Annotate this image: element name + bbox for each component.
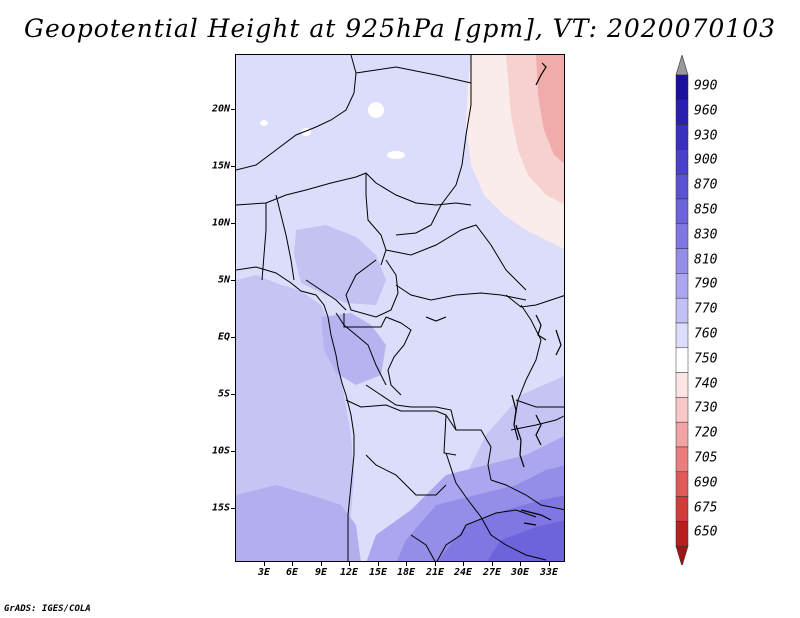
colorbar <box>675 55 689 565</box>
lon-tick <box>463 562 464 566</box>
colorbar-segment <box>675 99 689 125</box>
lat-label: 5S <box>217 388 230 400</box>
colorbar-label: 850 <box>694 202 718 218</box>
colorbar-label: 830 <box>694 227 718 243</box>
colorbar-label: 720 <box>694 425 718 441</box>
lon-tick <box>549 562 550 566</box>
coastline <box>236 266 355 561</box>
colorbar-segment <box>675 273 689 299</box>
lon-label: 33E <box>539 567 559 578</box>
lon-label: 21E <box>425 567 445 578</box>
colorbar-segment <box>675 124 689 150</box>
field-patch-nigeria <box>294 225 386 305</box>
field-white-pocket <box>387 151 405 159</box>
field-white-pocket <box>260 120 268 126</box>
colorbar-segment <box>675 372 689 398</box>
colorbar-label: 705 <box>694 450 718 466</box>
geopotential-field <box>236 55 564 561</box>
lat-tick <box>231 109 235 110</box>
colorbar-label: 760 <box>694 326 718 342</box>
colorbar-label: 740 <box>694 376 718 392</box>
lon-tick <box>292 562 293 566</box>
colorbar-segment <box>675 347 689 373</box>
lon-label: 3E <box>257 567 271 578</box>
lon-label: 24E <box>453 567 473 578</box>
colorbar-segment <box>675 471 689 497</box>
colorbar-label: 790 <box>694 276 718 292</box>
map-plot-area <box>235 54 565 562</box>
colorbar-label: 810 <box>694 252 718 268</box>
colorbar-label: 770 <box>694 301 718 317</box>
lon-label: 18E <box>396 567 416 578</box>
field-southeast-5 <box>487 520 564 561</box>
colorbar-segment <box>675 74 689 101</box>
lakes <box>425 314 562 526</box>
red-sea-coast <box>535 62 547 86</box>
field-ne-red <box>536 55 564 164</box>
lon-tick <box>492 562 493 566</box>
lon-label: 15E <box>368 567 388 578</box>
lat-tick <box>231 223 235 224</box>
colorbar-segment <box>675 173 689 200</box>
colorbar-label: 750 <box>694 351 718 367</box>
lon-tick <box>520 562 521 566</box>
software-credit: GrADS: IGES/COLA <box>4 604 91 614</box>
lon-label: 12E <box>339 567 359 578</box>
colorbar-segment <box>675 521 689 547</box>
colorbar-label: 930 <box>694 128 718 144</box>
lat-label: 5N <box>217 274 230 286</box>
map-title: Geopotential Height at 925hPa [gpm], VT:… <box>23 14 777 43</box>
colorbar-top-arrow <box>675 55 689 76</box>
lat-tick <box>231 508 235 509</box>
colorbar-label: 900 <box>694 152 718 168</box>
colorbar-label: 690 <box>694 475 718 491</box>
lat-label: 10S <box>211 445 230 457</box>
lat-label: 10N <box>211 217 230 229</box>
lat-label: 15N <box>211 160 230 172</box>
lat-tick <box>231 337 235 338</box>
lon-tick <box>435 562 436 566</box>
colorbar-segment <box>675 322 689 349</box>
colorbar-segment <box>675 223 689 249</box>
lat-label: 15S <box>211 502 230 514</box>
colorbar-label: 730 <box>694 400 718 416</box>
lon-label: 6E <box>285 567 299 578</box>
lon-label: 9E <box>314 567 328 578</box>
colorbar-label: 650 <box>694 524 718 540</box>
colorbar-label: 960 <box>694 103 718 119</box>
field-white-pocket <box>368 102 384 118</box>
lon-tick <box>406 562 407 566</box>
country-borders <box>236 55 564 561</box>
lon-tick <box>321 562 322 566</box>
colorbar-label: 675 <box>694 500 718 516</box>
colorbar-segment <box>675 149 689 175</box>
colorbar-label: 870 <box>694 177 718 193</box>
colorbar-bottom-arrow <box>675 545 689 565</box>
colorbar-segment <box>675 397 689 423</box>
lon-tick <box>378 562 379 566</box>
lat-label: 20N <box>211 103 230 115</box>
field-ocean-southwest <box>236 485 361 561</box>
lon-tick <box>264 562 265 566</box>
lat-tick <box>231 166 235 167</box>
colorbar-segment <box>675 446 689 473</box>
lat-tick <box>231 280 235 281</box>
lat-tick <box>231 451 235 452</box>
field-patch-gabon <box>321 313 386 385</box>
lon-tick <box>349 562 350 566</box>
lon-label: 27E <box>482 567 502 578</box>
lon-label: 30E <box>510 567 530 578</box>
colorbar-segment <box>675 496 689 522</box>
colorbar-segment <box>675 248 689 274</box>
colorbar-segment <box>675 297 689 324</box>
colorbar-label: 990 <box>694 78 718 94</box>
lat-label: EQ <box>217 331 230 343</box>
colorbar-segment <box>675 198 689 225</box>
colorbar-segment <box>675 421 689 448</box>
lat-tick <box>231 394 235 395</box>
